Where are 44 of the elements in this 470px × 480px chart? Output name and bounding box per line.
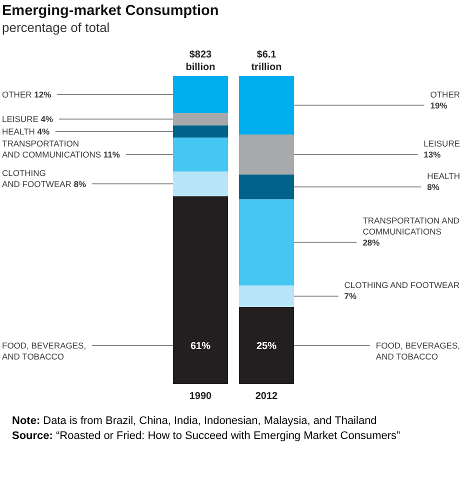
data-label: 19% [430, 100, 448, 110]
bar [239, 199, 294, 286]
bar [239, 134, 294, 175]
text: CLOTHING AND FOOTWEAR [2, 168, 72, 189]
text: HEALTH [2, 126, 35, 136]
x-tick-label: 2012 [255, 391, 278, 402]
data-label: 7% [344, 291, 358, 302]
text: OTHER [2, 89, 32, 100]
bar [239, 76, 294, 135]
data-label: 11% [103, 150, 120, 160]
data-label: 4% [37, 126, 50, 136]
text: LEISURE [424, 138, 460, 149]
data-label: 12% [34, 89, 52, 100]
text: FOOD, BEVERAGES, AND TOBACCO [2, 340, 86, 362]
text: TRANSPORTATION AND COMMUNICATIONS [2, 138, 102, 160]
annotation: $6.1 trillion [251, 50, 282, 73]
data-label: 4% [40, 114, 54, 124]
x-tick-label: 1990 [189, 391, 212, 402]
bar [239, 174, 294, 200]
bar [173, 171, 228, 196]
bar [173, 112, 228, 126]
annotation: $823 billion [186, 50, 216, 73]
text: OTHER [430, 89, 460, 100]
bar [239, 307, 294, 384]
text: TRANSPORTATION AND COMMUNICATIONS [362, 215, 460, 236]
source-note: Source: “Roasted or Fried: How to Succeed with Emerging Market Consumers” [12, 430, 401, 442]
bar [239, 285, 294, 307]
chart-title: Emerging-market Consumption [2, 3, 219, 19]
data-label: 8% [74, 178, 87, 189]
data-label: 13% [424, 150, 442, 160]
text: Note: Data is from Brazil, China, India, Indonesian, Malaysia, and Thailand [12, 415, 377, 427]
text: HEALTH [427, 170, 460, 181]
data-label: 8% [427, 182, 440, 192]
text: CLOTHING AND FOOTWEAR [344, 280, 460, 290]
data-label: 61% [190, 341, 211, 352]
bar [173, 196, 228, 384]
bar [173, 138, 228, 172]
bar [173, 125, 228, 138]
data-label: 25% [256, 341, 277, 352]
text: LEISURE [2, 114, 38, 124]
bar [173, 76, 228, 113]
data-label: 28% [362, 237, 380, 248]
text: percentage of total [2, 20, 110, 35]
text: FOOD, BEVERAGES, AND TOBACCO [376, 340, 460, 362]
